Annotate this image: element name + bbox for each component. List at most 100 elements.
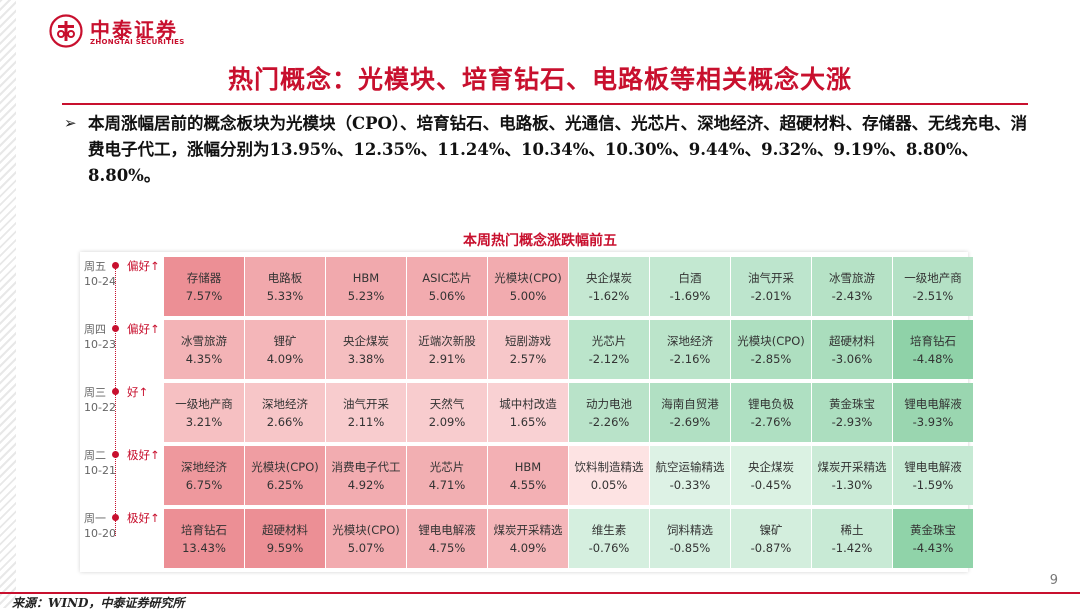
concept-change: 4.92%	[347, 477, 385, 492]
heatmap-cell: HBM 5.23%	[326, 257, 406, 316]
summary-bullet-text: 本周涨幅居前的概念板块为光模块（CPO）、培育钻石、电路板、光通信、光芯片、深地…	[88, 114, 1028, 185]
weekday-label: 周四	[84, 323, 106, 336]
heatmap-cell: 短剧游戏 2.57%	[488, 320, 568, 379]
page-number: 9	[1049, 573, 1058, 588]
heatmap-cell: 黄金珠宝 -2.93%	[812, 383, 892, 442]
chart-title: 本周热门概念涨跌幅前五	[463, 233, 617, 249]
concept-name: 近端次新股	[418, 333, 476, 348]
concept-change: -2.26%	[588, 414, 630, 429]
heatmap-cell: 稀土 -1.42%	[812, 509, 892, 568]
source-note: 来源：WIND，中泰证券研究所	[12, 596, 185, 610]
heatmap-cell: 海南自贸港 -2.69%	[650, 383, 730, 442]
timeline-dot	[112, 262, 119, 269]
weekday-label: 周五	[84, 260, 106, 273]
concept-name: 电路板	[267, 270, 303, 285]
heatmap-cell: 黄金珠宝 -4.43%	[893, 509, 973, 568]
concept-change: -2.76%	[750, 414, 792, 429]
date-label: 10-24	[84, 275, 116, 288]
heatmap-cell: 深地经济 2.66%	[245, 383, 325, 442]
concept-change: 3.21%	[185, 414, 223, 429]
concept-name: 城中村改造	[499, 396, 557, 411]
concept-name: 光模块(CPO)	[494, 270, 562, 285]
heatmap-cell: 锂矿 4.09%	[245, 320, 325, 379]
heatmap-cell: HBM 4.55%	[488, 446, 568, 505]
heatmap-cell: 动力电池 -2.26%	[569, 383, 649, 442]
heatmap-cell: 天然气 2.09%	[407, 383, 487, 442]
concept-change: -4.48%	[912, 351, 954, 366]
concept-change: -2.12%	[588, 351, 630, 366]
weekday-label: 周一	[84, 512, 106, 525]
heatmap-cell: 锂电负极 -2.76%	[731, 383, 811, 442]
concept-change: 0.05%	[590, 477, 628, 492]
concept-name: 深地经济	[667, 333, 713, 348]
brand-name-en: ZHONGTAI SECURITIES	[90, 38, 185, 46]
concept-change: 4.09%	[266, 351, 304, 366]
concept-change: 4.55%	[509, 477, 547, 492]
timeline-dot	[112, 514, 119, 521]
title-underline	[62, 103, 1028, 105]
heatmap-cell: 光芯片 -2.12%	[569, 320, 649, 379]
concept-change: -2.43%	[831, 288, 873, 303]
heatmap-cell: 锂电电解液 -3.93%	[893, 383, 973, 442]
slide-title: 热门概念：光模块、培育钻石、电路板等相关概念大涨	[227, 65, 852, 94]
concept-name: 天然气	[429, 396, 465, 411]
concept-name: 短剧游戏	[505, 333, 551, 348]
concept-change: -4.43%	[912, 540, 954, 555]
weekday-label: 周三	[84, 386, 106, 399]
concept-name: 央企煤炭	[343, 333, 389, 348]
date-label: 10-20	[84, 527, 116, 540]
heatmap-cell: 城中村改造 1.65%	[488, 383, 568, 442]
concept-name: 油气开采	[343, 396, 389, 411]
concept-change: -1.69%	[669, 288, 711, 303]
concept-change: -0.76%	[588, 540, 630, 555]
concept-change: 6.25%	[266, 477, 304, 492]
heatmap-cell: 白酒 -1.69%	[650, 257, 730, 316]
sentiment-label: 好↑	[127, 385, 149, 399]
concept-change: 5.23%	[347, 288, 385, 303]
weekday-label: 周二	[84, 449, 106, 462]
concept-name: 一级地产商	[175, 396, 233, 411]
concept-change: -1.30%	[831, 477, 873, 492]
concept-name: 存储器	[186, 270, 222, 285]
heatmap-cell: 光芯片 4.71%	[407, 446, 487, 505]
concept-change: -2.85%	[750, 351, 792, 366]
timeline-dot	[112, 451, 119, 458]
heatmap-cell: 央企煤炭 -1.62%	[569, 257, 649, 316]
concept-name: 锂电电解液	[904, 396, 962, 411]
concept-name: HBM	[352, 270, 380, 285]
concept-change: 6.75%	[185, 477, 223, 492]
sentiment-label: 极好↑	[127, 448, 160, 462]
heatmap-cell: 油气开采 -2.01%	[731, 257, 811, 316]
heatmap-cell: 煤炭开采精选 -1.30%	[812, 446, 892, 505]
heatmap-cell: 饲料精选 -0.85%	[650, 509, 730, 568]
concept-name: 航空运输精选	[655, 459, 725, 474]
date-label: 10-22	[84, 401, 116, 414]
heatmap-cell: 冰雪旅游 -2.43%	[812, 257, 892, 316]
zhongtai-logo-icon	[49, 14, 83, 48]
concept-name: 稀土	[840, 522, 864, 537]
sentiment-label: 偏好↑	[127, 259, 160, 273]
concept-change: -0.87%	[750, 540, 792, 555]
heatmap-cell: 央企煤炭 3.38%	[326, 320, 406, 379]
concept-change: -1.42%	[831, 540, 873, 555]
concept-name: 光芯片	[429, 459, 465, 474]
heatmap-cell: 光模块(CPO) 5.07%	[326, 509, 406, 568]
concept-name: 锂电电解液	[904, 459, 962, 474]
concept-name: 深地经济	[181, 459, 227, 474]
concept-change: 9.59%	[266, 540, 304, 555]
concept-name: 超硬材料	[262, 522, 308, 537]
concept-change: 5.07%	[347, 540, 385, 555]
concept-change: -2.51%	[912, 288, 954, 303]
concept-change: 2.57%	[509, 351, 547, 366]
heatmap-cell: 光模块(CPO) 5.00%	[488, 257, 568, 316]
concept-change: 4.75%	[428, 540, 466, 555]
concept-name: 一级地产商	[904, 270, 962, 285]
concept-name: 煤炭开采精选	[493, 522, 563, 537]
date-label: 10-23	[84, 338, 116, 351]
heatmap-cell: 存储器 7.57%	[164, 257, 244, 316]
heatmap-cell: 消费电子代工 4.92%	[326, 446, 406, 505]
concept-change: 4.35%	[185, 351, 223, 366]
heatmap-cell: 光模块(CPO) 6.25%	[245, 446, 325, 505]
concept-name: ASIC芯片	[422, 270, 472, 285]
concept-name: 黄金珠宝	[910, 522, 956, 537]
